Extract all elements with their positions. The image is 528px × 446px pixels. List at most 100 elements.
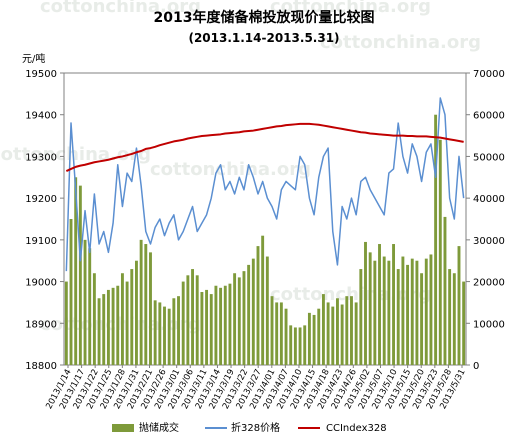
- legend: 抛储成交 折328价格 CCIndex328: [112, 421, 387, 434]
- bar: [312, 314, 316, 365]
- bar: [364, 241, 367, 365]
- bar: [158, 302, 162, 365]
- bar: [149, 252, 152, 365]
- bar: [298, 327, 302, 365]
- bar: [233, 273, 237, 365]
- bar: [387, 260, 391, 365]
- bar: [406, 264, 410, 365]
- bar: [415, 260, 419, 365]
- bar: [135, 260, 138, 365]
- bar: [331, 306, 335, 365]
- left-tick-label: 18900: [25, 319, 57, 330]
- bar: [303, 325, 307, 365]
- chart-subtitle: (2013.1.14-2013.5.31): [188, 31, 339, 45]
- right-tick-label: 20000: [473, 278, 505, 289]
- bar: [448, 269, 452, 365]
- bar: [462, 281, 466, 365]
- right-tick-label: 30000: [473, 236, 505, 247]
- bar: [368, 252, 372, 365]
- right-tick-label: 60000: [473, 111, 505, 122]
- bar: [424, 258, 428, 365]
- bar: [205, 289, 209, 365]
- bar: [191, 269, 194, 365]
- bar: [163, 306, 166, 365]
- right-tick-label: 0: [473, 361, 479, 372]
- watermark-text: cottonchina.org: [150, 159, 311, 180]
- bar: [289, 325, 293, 365]
- legend-swatch-bar: [112, 424, 134, 432]
- ccindex-line: [65, 122, 464, 172]
- right-tick-label: 40000: [473, 194, 505, 205]
- bar: [153, 300, 157, 365]
- bar: [438, 139, 442, 365]
- bar: [354, 302, 358, 365]
- bar: [144, 244, 148, 365]
- bar: [177, 296, 180, 365]
- bar: [378, 244, 381, 365]
- bar: [106, 289, 110, 365]
- bar-series-group: [64, 114, 466, 366]
- bar: [317, 308, 321, 365]
- bar: [350, 296, 353, 365]
- left-tick-label: 19100: [25, 236, 57, 247]
- watermark-text: cottonchina.org: [270, 0, 431, 17]
- watermark-text: cottonchina.org: [320, 32, 481, 53]
- left-tick-label: 19500: [25, 69, 57, 80]
- bar: [359, 269, 363, 365]
- bar: [209, 294, 213, 365]
- watermark-text: cottonchina.org: [270, 284, 431, 305]
- bar: [74, 177, 78, 365]
- bar: [396, 269, 400, 365]
- bar: [200, 292, 204, 365]
- bar: [420, 273, 424, 365]
- bar: [443, 216, 447, 365]
- bar: [214, 285, 218, 365]
- bar: [83, 239, 87, 365]
- bar: [139, 239, 143, 365]
- legend-label-ccindex: CCIndex328: [326, 423, 387, 434]
- watermark-text: cottonchina.org: [40, 0, 201, 17]
- bar: [237, 277, 241, 365]
- bar: [92, 273, 96, 365]
- bar: [172, 298, 176, 365]
- price-328-line: [65, 97, 465, 272]
- bar: [97, 298, 101, 365]
- bar: [284, 308, 288, 365]
- bar: [78, 185, 82, 365]
- bar: [382, 256, 386, 365]
- bar: [307, 312, 311, 365]
- left-tick-label: 19200: [25, 194, 57, 205]
- bar: [88, 248, 92, 365]
- left-axis-ticks: 18800 18900 19000 19100 19200 19300 19400 19500: [25, 69, 64, 372]
- bar: [223, 285, 227, 365]
- bar: [64, 281, 68, 365]
- bar: [279, 302, 283, 365]
- right-tick-label: 10000: [473, 319, 505, 330]
- right-tick-label: 70000: [473, 69, 505, 80]
- chart-title: 2013年度储备棉投放现价量比较图: [154, 9, 375, 26]
- bar: [410, 258, 414, 365]
- bar: [401, 256, 405, 365]
- bar: [219, 287, 223, 365]
- bar: [251, 258, 255, 365]
- bar: [392, 244, 395, 365]
- bar: [265, 256, 269, 365]
- right-axis-ticks: 0 10000 20000 30000 40000 50000 60000 70000: [466, 69, 505, 372]
- bar: [321, 294, 325, 365]
- bar: [130, 269, 134, 365]
- bar: [242, 271, 246, 365]
- bar: [434, 114, 438, 366]
- bar: [256, 246, 260, 365]
- right-tick-label: 50000: [473, 152, 505, 163]
- bar: [186, 275, 190, 365]
- bar: [247, 264, 251, 365]
- line-series-group: [65, 97, 465, 272]
- bar: [275, 302, 279, 365]
- bar: [373, 260, 377, 365]
- legend-label-bar: 抛储成交: [139, 421, 179, 434]
- bar: [261, 235, 265, 365]
- bar: [125, 281, 129, 365]
- bar: [181, 281, 185, 365]
